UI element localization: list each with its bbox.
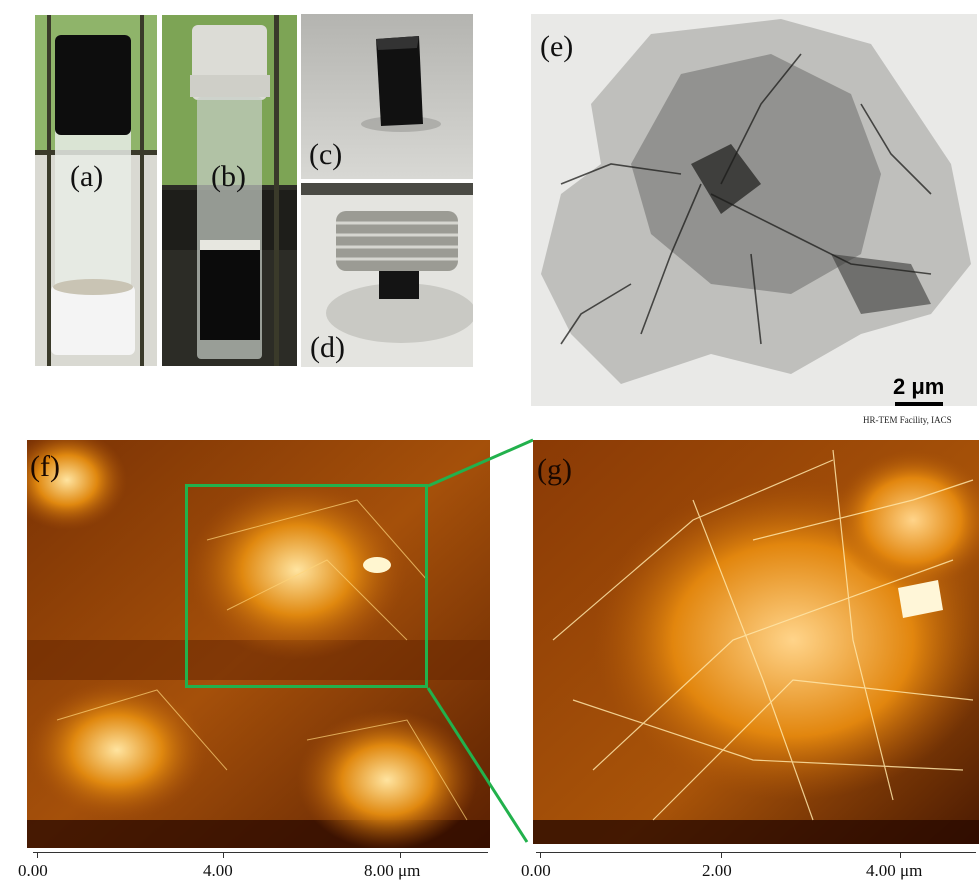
axis-g-tick-0	[540, 852, 541, 858]
scale-bar-line	[895, 402, 943, 406]
photo-aerogel-c	[301, 14, 473, 179]
facility-label: HR-TEM Facility, IACS	[860, 414, 955, 426]
tem-image-e	[531, 14, 977, 406]
panel-label-g: (g)	[537, 453, 572, 486]
photo-weights-d	[301, 183, 473, 367]
axis-g-label-1: 2.00	[702, 861, 732, 880]
axis-f	[33, 852, 488, 853]
axis-f-tick-0	[37, 852, 38, 858]
panel-label-c: (c)	[309, 138, 343, 171]
panel-label-a: (a)	[70, 160, 104, 193]
axis-f-label-2: 8.00 μm	[364, 861, 421, 880]
axis-f-tick-1	[223, 852, 224, 858]
photo-vial-b	[162, 15, 297, 366]
zoom-box	[185, 484, 428, 688]
axis-f-label-0: 0.00	[18, 861, 48, 880]
axis-f-tick-2	[400, 852, 401, 858]
panel-label-d: (d)	[310, 331, 345, 364]
afm-image-g	[533, 440, 979, 844]
axis-g-tick-2	[900, 852, 901, 858]
photo-vial-a	[35, 15, 157, 366]
axis-g-label-2: 4.00 μm	[866, 861, 923, 880]
axis-g-label-0: 0.00	[521, 861, 551, 880]
afm-image-f	[27, 440, 490, 848]
panel-label-e: (e)	[540, 30, 574, 63]
axis-g	[536, 852, 976, 853]
axis-f-label-1: 4.00	[203, 861, 233, 880]
axis-g-tick-1	[721, 852, 722, 858]
panel-label-f: (f)	[30, 450, 60, 483]
panel-label-b: (b)	[211, 160, 246, 193]
scale-bar-label: 2 μm	[893, 374, 945, 399]
